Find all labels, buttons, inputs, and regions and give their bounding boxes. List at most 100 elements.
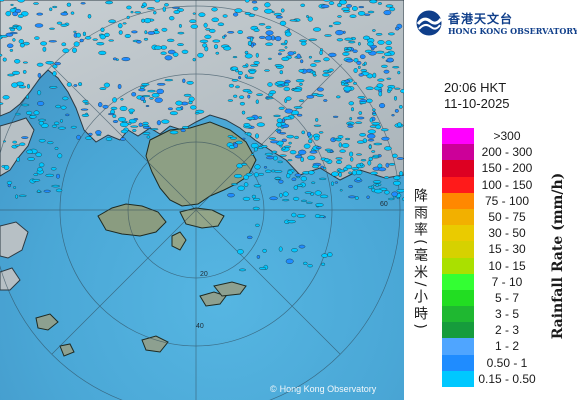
observation-date: 11-10-2025	[444, 96, 510, 111]
legend-label: 2 - 3	[494, 323, 519, 338]
rain-echo	[253, 197, 261, 201]
lantau-island	[97, 203, 167, 237]
rain-echo	[112, 57, 117, 61]
legend-row: 10 - 15	[442, 257, 572, 274]
rain-echo	[375, 50, 385, 54]
rain-echo	[258, 23, 266, 26]
rain-echo	[308, 139, 313, 144]
rain-echo	[110, 106, 118, 110]
rain-echo	[284, 46, 288, 49]
rain-echo	[300, 3, 306, 7]
rain-echo	[52, 64, 58, 69]
rain-echo	[250, 64, 259, 67]
legend-row: >300	[442, 128, 572, 145]
rain-echo	[319, 50, 323, 56]
rain-echo	[134, 11, 141, 14]
rain-echo	[223, 34, 227, 37]
rain-echo	[238, 75, 242, 80]
rain-echo	[130, 125, 139, 128]
rain-echo	[367, 41, 374, 47]
org-name-en: HONG KONG OBSERVATORY	[448, 26, 577, 36]
rain-echo	[57, 153, 63, 159]
rain-echo	[312, 164, 320, 169]
rain-echo	[369, 117, 373, 123]
rain-echo	[54, 121, 60, 125]
rainfall-legend: >300 200 - 300 150 - 200 100 - 150 75 - …	[442, 128, 572, 387]
rain-echo	[352, 49, 358, 53]
org-name-cn: 香港天文台	[448, 12, 514, 26]
rain-echo	[280, 42, 287, 46]
radar-map[interactable]: 60 40 20	[0, 0, 404, 400]
rain-echo	[181, 49, 189, 54]
rain-echo	[156, 83, 166, 86]
rain-echo	[37, 189, 41, 193]
rain-echo	[291, 248, 298, 253]
rain-echo	[42, 46, 47, 52]
rain-echo	[253, 147, 258, 152]
southern-island-4	[141, 335, 169, 353]
rain-echo	[43, 189, 51, 193]
rain-echo	[316, 87, 324, 92]
rain-echo	[307, 264, 313, 268]
rain-echo	[256, 122, 265, 127]
copyright-text: Hong Kong Observatory	[279, 384, 377, 394]
rain-echo	[154, 45, 162, 50]
rain-echo	[314, 190, 322, 196]
rain-echo	[217, 22, 225, 26]
rain-echo	[190, 24, 199, 29]
rain-echo	[377, 40, 385, 45]
rain-echo	[348, 123, 352, 126]
rain-echo	[243, 174, 249, 180]
rain-echo	[112, 97, 118, 103]
rain-echo	[117, 23, 123, 29]
rain-echo	[265, 169, 272, 173]
rain-echo	[204, 34, 212, 39]
rain-echo	[22, 61, 29, 64]
rain-echo	[6, 180, 13, 185]
legend-row: 200 - 300	[442, 144, 572, 161]
rain-echo	[37, 167, 43, 172]
rain-echo	[271, 35, 275, 41]
rain-echo	[12, 38, 16, 42]
rain-echo	[328, 25, 333, 28]
legend-swatch	[442, 176, 474, 193]
rain-echo	[247, 40, 252, 46]
rain-echo	[235, 140, 243, 145]
legend-label: 7 - 10	[491, 274, 523, 289]
rain-echo	[95, 130, 102, 135]
rain-echo	[271, 150, 278, 154]
rain-echo	[358, 73, 364, 77]
rain-echo	[11, 82, 19, 88]
rain-echo	[344, 37, 353, 41]
rain-echo	[391, 191, 399, 197]
rain-echo	[353, 58, 359, 63]
rain-echo	[364, 49, 373, 53]
rain-echo	[9, 49, 14, 52]
rain-echo	[254, 133, 259, 139]
rain-echo	[320, 4, 330, 9]
rain-echo	[348, 101, 354, 106]
rain-echo	[105, 137, 113, 142]
rain-echo	[402, 197, 404, 201]
rain-echo	[131, 30, 138, 34]
hko-logo[interactable]: 香港天文台 HONG KONG OBSERVATORY	[414, 8, 577, 38]
rain-echo	[372, 113, 377, 116]
legend-label: 3 - 5	[494, 307, 519, 322]
legend-swatch	[442, 273, 474, 290]
rain-echo	[279, 70, 283, 75]
rain-echo	[237, 185, 245, 191]
rain-echo	[310, 63, 317, 67]
rain-echo	[359, 101, 367, 105]
rain-echo	[393, 175, 401, 180]
rain-echo	[231, 183, 238, 186]
rain-echo	[339, 189, 343, 192]
rain-echo	[237, 249, 244, 255]
rain-echo	[47, 141, 54, 145]
rain-echo	[189, 19, 197, 24]
rain-echo	[337, 169, 346, 173]
rain-echo	[287, 220, 296, 224]
rain-echo	[50, 167, 57, 171]
rain-echo	[55, 104, 61, 109]
rain-echo	[118, 30, 123, 35]
rain-echo	[45, 173, 55, 177]
